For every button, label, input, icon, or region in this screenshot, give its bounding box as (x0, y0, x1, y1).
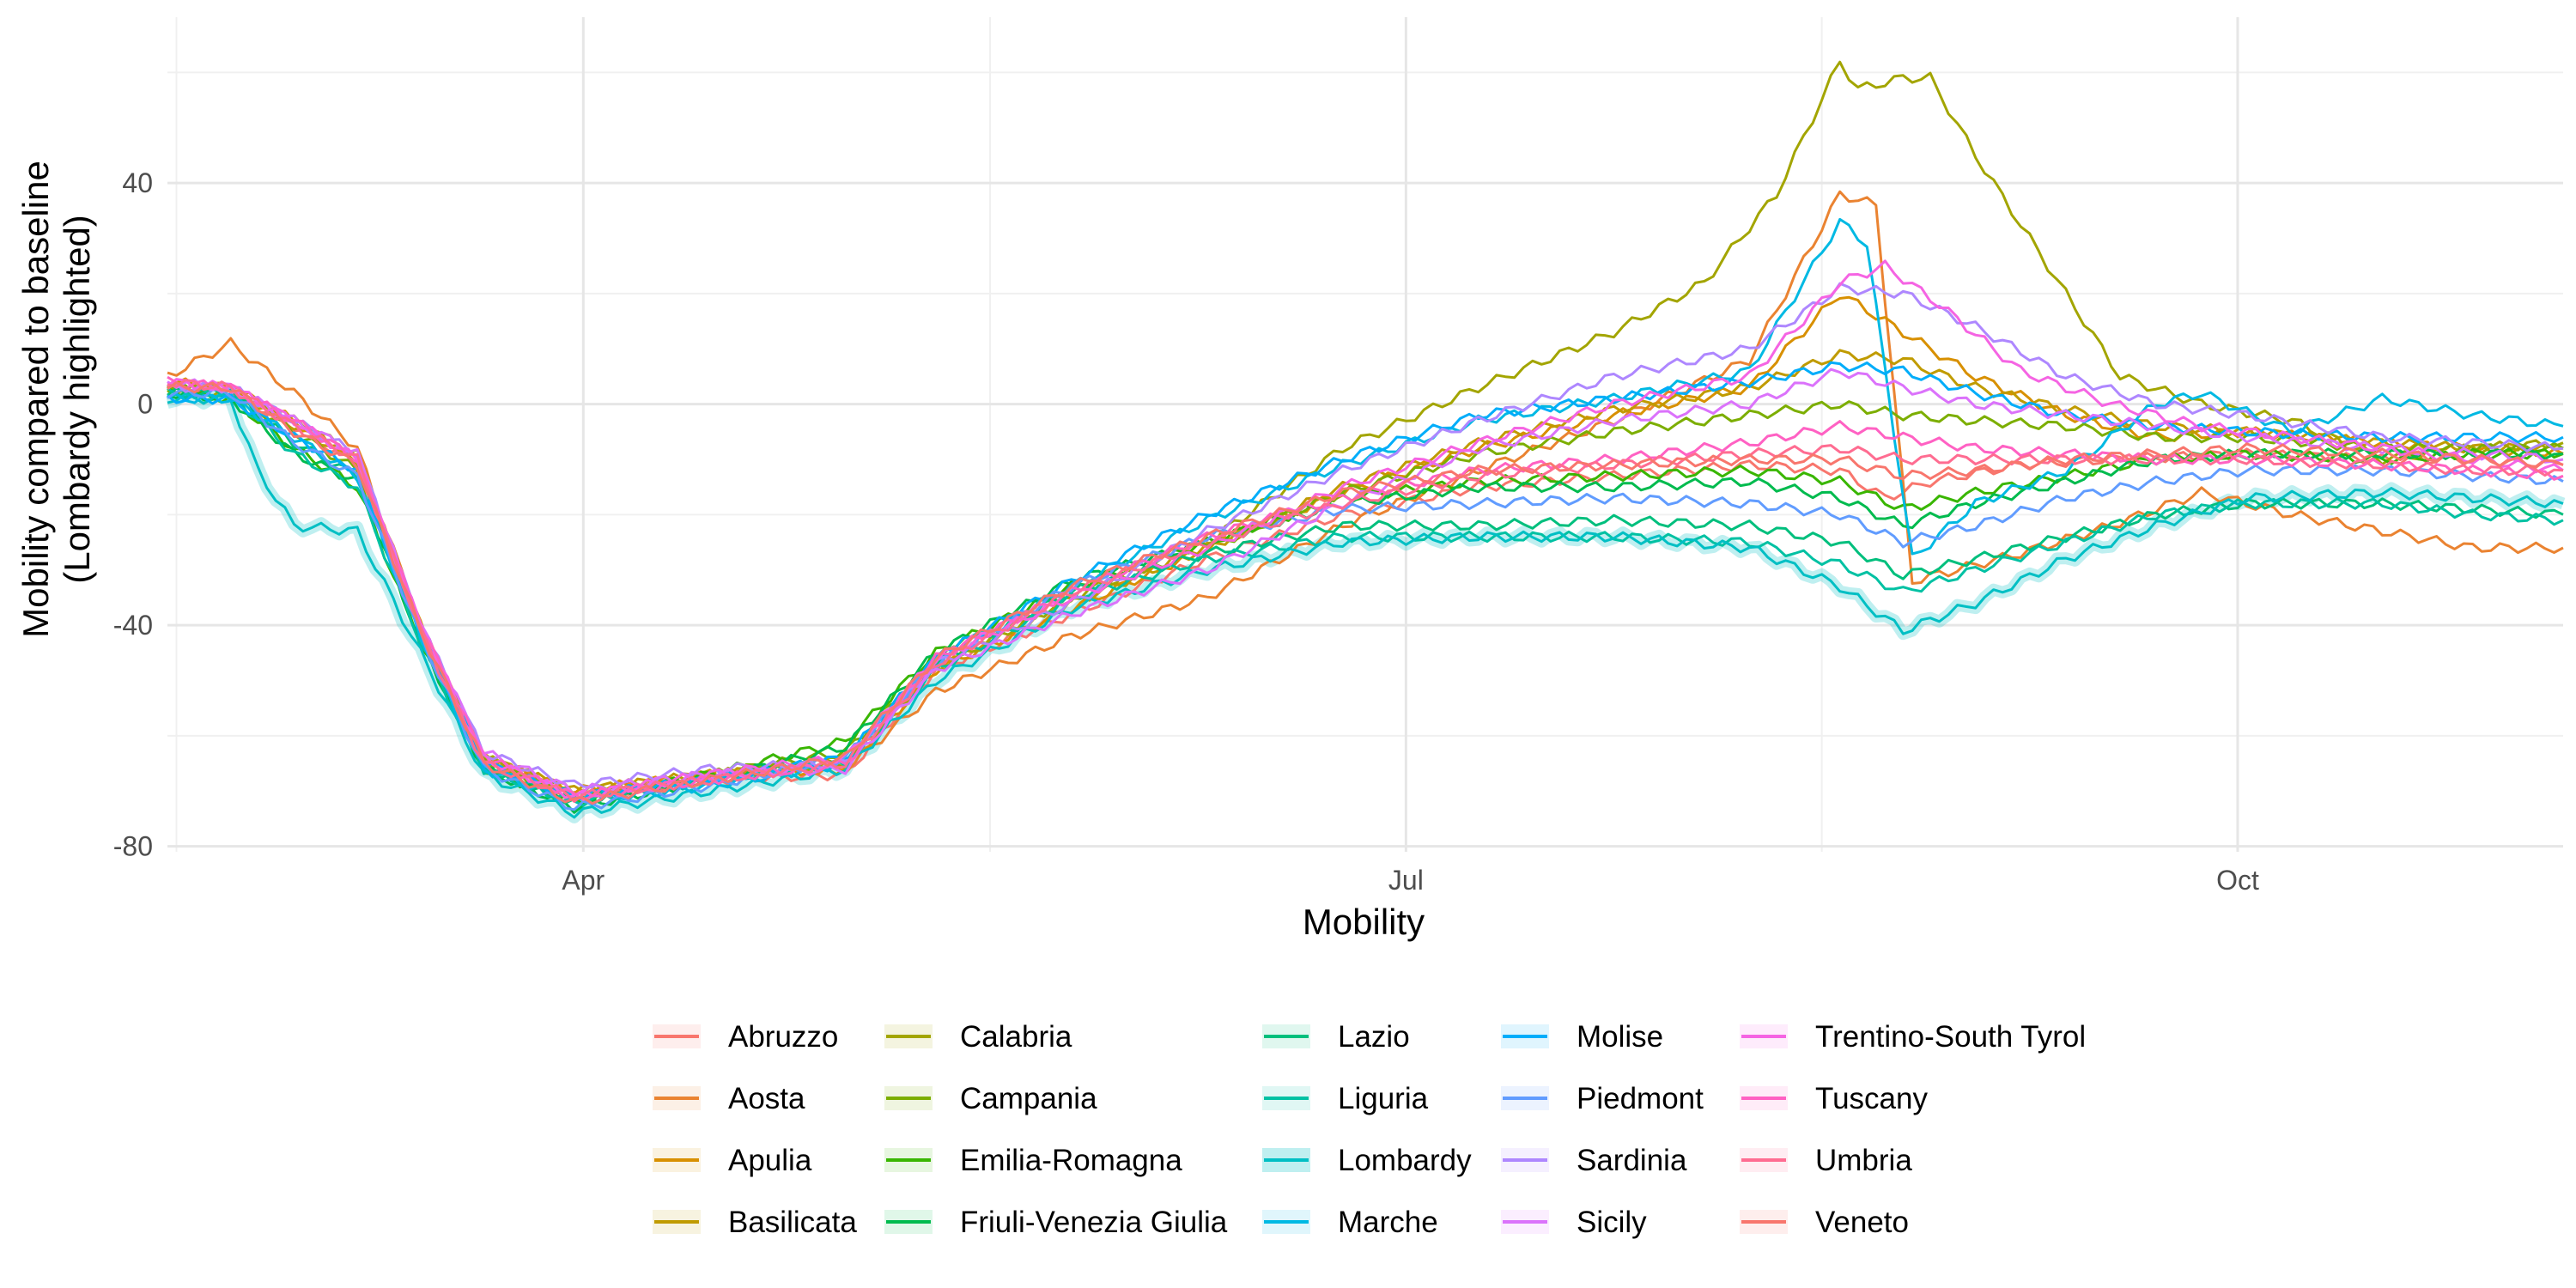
legend-item-lazio: Lazio (1262, 1020, 1410, 1054)
legend-label: Emilia-Romagna (960, 1144, 1182, 1177)
series-line-basilicata (167, 349, 2564, 795)
series-layer (167, 60, 2564, 819)
y-axis-title-line-1: Mobility compared to baseline (15, 161, 56, 638)
legend-item-calabria: Calabria (884, 1020, 1072, 1054)
x-tick-label: Jul (1388, 865, 1424, 896)
legend-item-marche: Marche (1262, 1206, 1438, 1239)
legend-label: Veneto (1815, 1206, 1909, 1239)
x-axis-title: Mobility (1303, 902, 1425, 942)
y-tick-label: -40 (113, 610, 153, 641)
legend-label: Piedmont (1577, 1082, 1704, 1115)
legend-label: Campania (960, 1082, 1097, 1115)
legend-item-sardinia: Sardinia (1501, 1144, 1687, 1177)
y-axis-title-line-2: (Lombardy highlighted) (57, 215, 97, 584)
legend-label: Molise (1577, 1020, 1663, 1054)
y-tick-label: -80 (113, 831, 153, 862)
series-line-emilia-romagna (167, 386, 2564, 805)
legend-item-veneto: Veneto (1740, 1206, 1909, 1239)
legend-label: Friuli-Venezia Giulia (960, 1206, 1228, 1239)
legend-label: Aosta (728, 1082, 805, 1115)
series-line-trentino-south-tyrol (167, 259, 2564, 799)
legend-item-emilia-romagna: Emilia-Romagna (884, 1144, 1182, 1177)
legend-item-sicily: Sicily (1501, 1206, 1647, 1239)
legend-label: Lombardy (1338, 1144, 1472, 1177)
legend-label: Trentino-South Tyrol (1815, 1020, 2086, 1054)
legend-item-apulia: Apulia (653, 1144, 812, 1177)
legend-item-aosta: Aosta (653, 1082, 805, 1115)
legend: Abruzzo Aosta Apulia Basilicata Calabria Camp… (653, 1020, 2086, 1239)
series-line-lombardy (167, 392, 2564, 819)
legend-item-campania: Campania (884, 1082, 1097, 1115)
legend-item-tuscany: Tuscany (1740, 1082, 1928, 1115)
legend-item-basilicata: Basilicata (653, 1206, 857, 1239)
legend-label: Basilicata (728, 1206, 857, 1239)
axis-layer: -80 -40 0 40 Apr Jul Oct (113, 167, 2259, 896)
series-line-abruzzo (167, 382, 2564, 801)
legend-item-molise: Molise (1501, 1020, 1663, 1054)
y-tick-label: 0 (137, 389, 153, 420)
x-tick-label: Oct (2216, 865, 2259, 896)
legend-item-abruzzo: Abruzzo (653, 1020, 838, 1054)
legend-label: Tuscany (1815, 1082, 1928, 1115)
series-line-lazio (167, 386, 2564, 805)
legend-label: Sicily (1577, 1206, 1647, 1239)
legend-label: Calabria (960, 1020, 1072, 1054)
series-line-piedmont (167, 386, 2564, 811)
legend-label: Lazio (1338, 1020, 1410, 1054)
y-tick-label: 40 (122, 167, 153, 198)
legend-label: Umbria (1815, 1144, 1912, 1177)
legend-item-umbria: Umbria (1740, 1144, 1912, 1177)
legend-item-lombardy: Lombardy (1262, 1144, 1472, 1177)
legend-item-piedmont: Piedmont (1501, 1082, 1704, 1115)
series-line-liguria (167, 386, 2564, 807)
x-tick-label: Apr (562, 865, 605, 896)
legend-label: Liguria (1338, 1082, 1429, 1115)
series-line-sardinia (167, 282, 2564, 789)
series-line-sicily (167, 368, 2564, 797)
legend-label: Apulia (728, 1144, 812, 1177)
legend-item-liguria: Liguria (1262, 1082, 1429, 1115)
legend-label: Sardinia (1577, 1144, 1687, 1177)
series-line-veneto (167, 381, 2564, 805)
legend-item-friuli-venezia-giulia: Friuli-Venezia Giulia (884, 1206, 1228, 1239)
legend-label: Marche (1338, 1206, 1438, 1239)
legend-label: Abruzzo (728, 1020, 838, 1054)
legend-item-trentino-south-tyrol: Trentino-South Tyrol (1740, 1020, 2086, 1054)
series-line-umbria (167, 379, 2564, 803)
